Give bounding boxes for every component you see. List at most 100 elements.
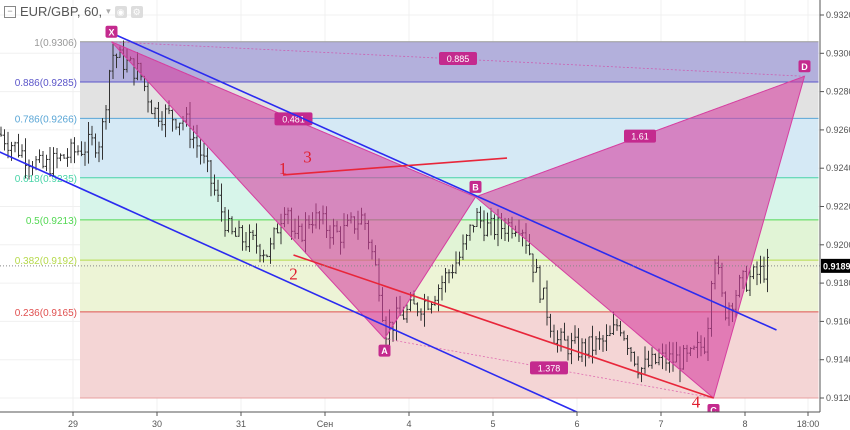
- ohlc-bar: [269, 237, 272, 264]
- ohlc-bar: [6, 131, 10, 159]
- ohlc-bar: [619, 320, 622, 337]
- pattern-point-d[interactable]: [798, 60, 811, 73]
- ohlc-bar: [437, 284, 440, 312]
- pattern-point-a[interactable]: [378, 344, 391, 357]
- trend-line: [282, 157, 508, 176]
- ohlc-bar: [454, 251, 458, 275]
- ohlc-bar: [272, 227, 276, 250]
- ohlc-bar: [265, 254, 269, 258]
- ohlc-bar: [276, 223, 279, 234]
- ohlc-bar: [405, 304, 409, 323]
- x-tick-label: 30: [152, 419, 162, 429]
- eye-icon[interactable]: ◉: [114, 5, 127, 18]
- ohlc-bar: [570, 332, 573, 365]
- ohlc-bar: [748, 268, 752, 297]
- ohlc-bar: [451, 264, 454, 279]
- chart-header: − EUR/GBP, 60, ▾ ◉ ⚙: [4, 4, 143, 19]
- ohlc-bar: [178, 122, 181, 136]
- trend-line: [0, 151, 585, 416]
- ohlc-bar: [538, 265, 542, 304]
- gear-icon[interactable]: ⚙: [130, 5, 143, 18]
- ohlc-bar: [430, 302, 433, 314]
- ohlc-bar: [55, 148, 59, 169]
- fib-level-label: 0.5(0.9213): [26, 216, 77, 227]
- x-tick-label: 8: [742, 419, 747, 429]
- ohlc-bar: [248, 224, 251, 252]
- ohlc-bar: [468, 224, 472, 241]
- ohlc-bar: [258, 243, 262, 263]
- ohlc-bar: [206, 147, 209, 173]
- ohlc-bar: [419, 308, 423, 321]
- wave-label: 1: [279, 159, 288, 178]
- fib-level-label: 0.618(0.9235): [15, 174, 77, 185]
- ohlc-bar: [759, 255, 762, 284]
- ohlc-bar: [615, 318, 619, 331]
- ohlc-bar: [608, 325, 612, 337]
- ratio-badge: [274, 112, 313, 126]
- ohlc-bar: [251, 229, 255, 240]
- symbol-title[interactable]: EUR/GBP, 60,: [20, 4, 103, 19]
- minus-square-icon[interactable]: −: [4, 5, 16, 18]
- ohlc-bar: [416, 302, 419, 317]
- ratio-label: 1.61: [631, 132, 649, 142]
- ohlc-bar: [542, 287, 545, 300]
- wave-label: 4: [692, 393, 701, 412]
- ohlc-bar: [104, 104, 108, 130]
- ratio-label: 0.481: [282, 114, 305, 124]
- time-axis-bg: [0, 412, 820, 430]
- ohlc-bar: [164, 104, 167, 138]
- ohlc-bar: [559, 328, 563, 352]
- ohlc-bar: [493, 214, 496, 240]
- x-tick-label: Сен: [317, 419, 334, 429]
- ohlc-bar: [73, 137, 76, 164]
- pattern-point-b[interactable]: [469, 180, 482, 193]
- trend-line: [293, 254, 714, 399]
- pattern-point-x[interactable]: [105, 25, 118, 38]
- ohlc-bar: [108, 69, 111, 124]
- ohlc-bar: [573, 325, 577, 344]
- ohlc-bar: [59, 153, 62, 162]
- ohlc-bar: [605, 324, 608, 352]
- fib-level-label: 0.382(0.9192): [15, 256, 77, 267]
- y-tick-label: 0.9120: [826, 393, 850, 403]
- ohlc-bar: [647, 350, 650, 368]
- fib-level-label: 1(0.9306): [34, 38, 77, 49]
- ohlc-bar: [48, 147, 52, 177]
- trend-line: [111, 32, 777, 331]
- ohlc-bar: [636, 356, 640, 379]
- ohlc-bar: [643, 346, 647, 374]
- ohlc-bar: [755, 261, 759, 286]
- x-tick-label: 29: [68, 419, 78, 429]
- pattern-point-label: X: [108, 27, 114, 37]
- ohlc-bar: [237, 220, 241, 237]
- caret-down-icon[interactable]: ▾: [106, 6, 111, 16]
- ohlc-bar: [171, 109, 174, 132]
- ohlc-bar: [17, 133, 20, 158]
- ohlc-bar: [461, 234, 465, 260]
- ohlc-bar: [594, 336, 598, 355]
- x-tick-label: 31: [236, 419, 246, 429]
- ohlc-bar: [157, 101, 160, 127]
- x-tick-label: 6: [574, 419, 579, 429]
- ohlc-bar: [223, 206, 227, 237]
- ohlc-bar: [0, 126, 3, 137]
- pattern-point-label: D: [801, 62, 808, 72]
- ohlc-bar: [174, 118, 178, 130]
- ohlc-bar: [199, 139, 202, 165]
- wave-label: 2: [289, 264, 298, 283]
- ohlc-bar: [612, 311, 615, 336]
- x-tick-label: 4: [406, 419, 411, 429]
- ohlc-bar: [80, 141, 83, 157]
- ohlc-bar: [38, 149, 41, 163]
- price-axis-bg: [820, 0, 850, 430]
- ohlc-bar: [440, 275, 444, 301]
